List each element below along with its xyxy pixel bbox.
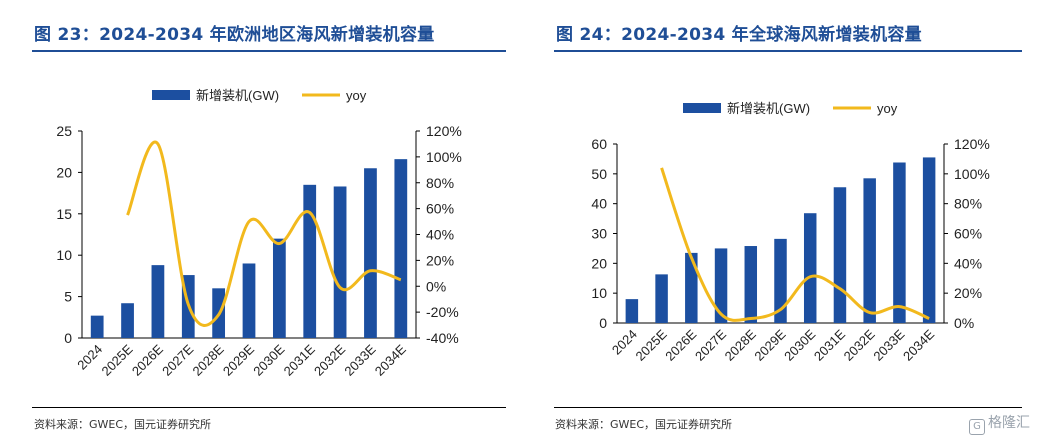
left-tick-label: 40 <box>591 196 607 212</box>
left-tick-label: 50 <box>591 166 607 182</box>
x-tick-label: 2032E <box>841 326 878 363</box>
right-tick-label: 80% <box>426 175 454 191</box>
bar <box>744 246 758 323</box>
legend-line-label: yoy <box>346 88 367 103</box>
x-tick-label: 2032E <box>311 341 348 378</box>
legend-bar-label: 新增装机(GW) <box>727 101 810 116</box>
right-tick-label: 100% <box>426 149 462 165</box>
source-note: 资料来源：GWEC，国元证券研究所 <box>34 418 212 431</box>
bar <box>655 274 668 323</box>
bar <box>714 248 728 323</box>
right-tick-label: 120% <box>954 136 990 152</box>
title-divider <box>554 50 1022 52</box>
x-tick-label: 2028E <box>190 341 227 378</box>
right-tick-label: 0% <box>954 315 974 331</box>
right-tick-label: -20% <box>426 304 459 320</box>
bar <box>625 299 639 323</box>
right-tick-label: 120% <box>426 123 462 139</box>
x-tick-label: 2034E <box>900 326 937 363</box>
left-tick-label: 25 <box>56 123 72 139</box>
left-tick-label: 0 <box>64 330 72 346</box>
yoy-line <box>126 140 402 327</box>
left-chart-panel: 图 23：2024-2034 年欧洲地区海风新增装机容量 0 5 10 15 20 25 -… <box>0 0 520 440</box>
right-tick-label: 20% <box>954 285 982 301</box>
source-note: 资料来源：GWEC，国元证券研究所 <box>555 418 733 431</box>
right-tick-label: 40% <box>954 255 982 271</box>
bar <box>774 238 787 323</box>
watermark-text: 格隆汇 <box>988 415 1030 431</box>
bar <box>272 238 286 338</box>
x-tick-label: 2029E <box>220 341 257 378</box>
left-tick-label: 20 <box>591 255 607 271</box>
right-tick-label: 0% <box>426 278 446 294</box>
left-tick-label: 5 <box>64 289 72 305</box>
bar <box>242 263 256 338</box>
left-tick-label: 10 <box>591 285 607 301</box>
left-tick-label: 30 <box>591 226 607 242</box>
europe-offshore-chart: 0 5 10 15 20 25 -40% -20% 0% 20% 40% 60% 80% 100% 120%… <box>56 88 462 379</box>
legend-line-label: yoy <box>877 101 898 116</box>
right-tick-label: 40% <box>426 227 454 243</box>
bar <box>364 168 377 338</box>
right-tick-label: 100% <box>954 166 990 182</box>
bar <box>893 162 906 323</box>
legend-bar-swatch <box>152 90 190 100</box>
right-tick-label: -40% <box>426 330 459 346</box>
x-tick-label: 2031E <box>281 341 318 378</box>
footer-divider <box>32 407 506 408</box>
legend-bar-label: 新增装机(GW) <box>196 88 279 103</box>
left-tick-label: 15 <box>56 206 72 222</box>
right-tick-label: 80% <box>954 196 982 212</box>
right-tick-label: 20% <box>426 252 454 268</box>
left-tick-label: 0 <box>599 315 607 331</box>
x-tick-label: 2026E <box>129 341 166 378</box>
watermark-icon: G <box>969 419 985 435</box>
x-tick-label: 2031E <box>811 326 848 363</box>
x-tick-label: 2028E <box>722 326 759 363</box>
x-tick-label: 2026E <box>662 326 699 363</box>
bar <box>863 178 876 323</box>
bar <box>833 187 847 323</box>
bar <box>151 265 165 338</box>
global-offshore-chart: 01020304050600%20%40%60%80%100%120%20242… <box>591 101 990 364</box>
x-tick-label: 2027E <box>159 341 196 378</box>
bar <box>121 303 134 338</box>
x-tick-label: 2025E <box>98 341 135 378</box>
right-tick-label: 60% <box>426 201 454 217</box>
chart-title: 图 24：2024-2034 年全球海风新增装机容量 <box>556 25 922 45</box>
left-tick-label: 60 <box>591 136 607 152</box>
bar <box>685 252 698 323</box>
right-tick-label: 60% <box>954 226 982 242</box>
x-tick-label: 2029E <box>751 326 788 363</box>
left-tick-label: 20 <box>56 164 72 180</box>
bar <box>333 186 347 338</box>
bar <box>90 315 104 338</box>
x-tick-label: 2034E <box>372 341 409 378</box>
x-tick-label: 2033E <box>341 341 378 378</box>
right-chart-panel: 图 24：2024-2034 年全球海风新增装机容量 0 10 20 30 40 50 60… <box>521 0 1042 440</box>
x-tick-label: 2030E <box>781 326 818 363</box>
watermark-logo: G 格隆汇 <box>969 412 1030 435</box>
bar <box>303 184 317 338</box>
bar <box>803 213 817 323</box>
x-tick-label: 2027E <box>692 326 729 363</box>
bar <box>922 157 936 323</box>
title-divider <box>32 50 506 52</box>
x-tick-label: 2025E <box>633 326 670 363</box>
chart-title: 图 23：2024-2034 年欧洲地区海风新增装机容量 <box>34 25 435 45</box>
yoy-line <box>660 167 930 322</box>
bar <box>394 159 408 338</box>
footer-divider <box>554 407 1022 408</box>
x-tick-label: 2030E <box>250 341 287 378</box>
x-tick-label: 2033E <box>870 326 907 363</box>
legend-bar-swatch <box>683 103 721 113</box>
left-tick-label: 10 <box>56 247 72 263</box>
